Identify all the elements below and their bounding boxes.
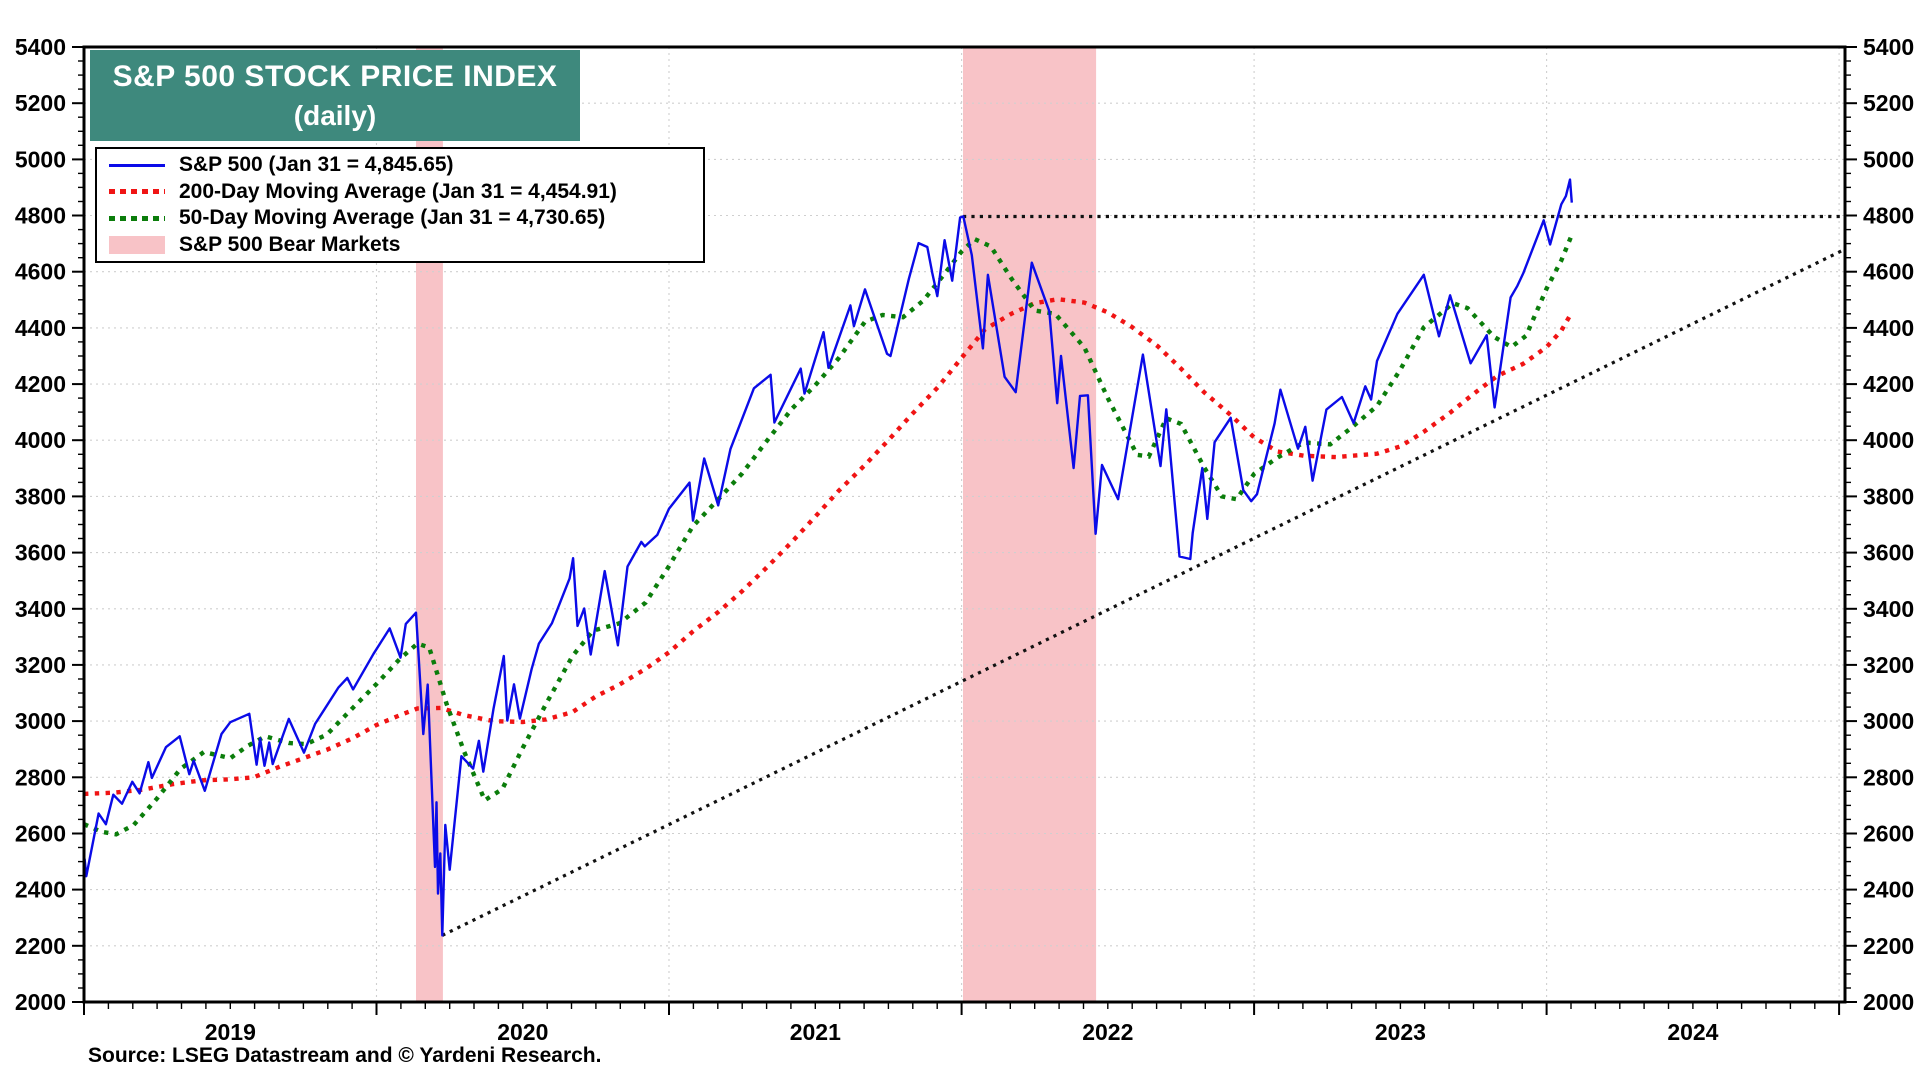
y-axis-label-left: 5200 — [15, 90, 66, 116]
y-axis-label-right: 5400 — [1863, 34, 1914, 60]
y-axis-label-right: 4400 — [1863, 315, 1914, 341]
y-axis-label-right: 3400 — [1863, 596, 1914, 622]
y-axis-label-left: 4800 — [15, 203, 66, 229]
legend-item-ma200: 200-Day Moving Average (Jan 31 = 4,454.9… — [109, 179, 703, 204]
ma200-line — [83, 296, 1574, 797]
y-axis-label-left: 4000 — [15, 427, 66, 453]
y-axis-label-right: 4000 — [1863, 427, 1914, 453]
uptrend-reference-line — [441, 247, 1846, 937]
y-axis-label-right: 2400 — [1863, 877, 1914, 903]
source-note: Source: LSEG Datastream and © Yardeni Re… — [88, 1044, 602, 1067]
y-axis-label-right: 3000 — [1863, 708, 1914, 734]
y-axis-label-left: 2200 — [15, 933, 66, 959]
x-axis-year-label: 2021 — [790, 1019, 841, 1045]
y-axis-label-right: 3800 — [1863, 483, 1914, 509]
x-axis-year-label: 2023 — [1375, 1019, 1426, 1045]
sp500-line — [83, 178, 1573, 937]
y-axis-label-left: 4400 — [15, 315, 66, 341]
x-axis-year-label: 2020 — [497, 1019, 548, 1045]
y-axis-label-left: 3200 — [15, 652, 66, 678]
y-axis-label-right: 5000 — [1863, 146, 1914, 172]
ma50-dotted-swatch-icon — [109, 215, 165, 221]
y-axis-label-right: 4600 — [1863, 259, 1914, 285]
y-axis-label-right: 2200 — [1863, 933, 1914, 959]
chart-title: S&P 500 STOCK PRICE INDEX — [112, 59, 558, 93]
y-axis-label-left: 2400 — [15, 877, 66, 903]
legend-label-ma200: 200-Day Moving Average (Jan 31 = 4,454.9… — [179, 179, 617, 203]
x-axis-year-label: 2022 — [1082, 1019, 1133, 1045]
x-axis-year-label: 2019 — [205, 1019, 256, 1045]
y-axis-label-right: 2000 — [1863, 989, 1914, 1015]
y-axis-label-left: 3400 — [15, 596, 66, 622]
legend-label-ma50: 50-Day Moving Average (Jan 31 = 4,730.65… — [179, 206, 606, 230]
chart-subtitle: (daily) — [293, 99, 377, 131]
y-axis-label-right: 4800 — [1863, 203, 1914, 229]
y-axis-label-right: 5200 — [1863, 90, 1914, 116]
y-axis-label-left: 3600 — [15, 540, 66, 566]
x-axis-year-label: 2024 — [1667, 1019, 1718, 1045]
legend-item-sp500: S&P 500 (Jan 31 = 4,845.65) — [109, 153, 703, 178]
y-axis-label-right: 4200 — [1863, 371, 1914, 397]
y-axis-label-right: 2600 — [1863, 820, 1914, 846]
sp500-line-swatch-icon — [109, 163, 165, 167]
bear-market-band — [963, 47, 1097, 1002]
y-axis-label-left: 3000 — [15, 708, 66, 734]
y-axis-label-right: 3600 — [1863, 540, 1914, 566]
ma200-dotted-swatch-icon — [109, 189, 165, 195]
y-axis-label-left: 4200 — [15, 371, 66, 397]
chart-title-box: S&P 500 STOCK PRICE INDEX (daily) — [90, 50, 580, 141]
y-axis-label-left: 5400 — [15, 34, 66, 60]
chart-legend: S&P 500 (Jan 31 = 4,845.65) 200-Day Movi… — [95, 147, 705, 263]
legend-item-bear-markets: S&P 500 Bear Markets — [109, 232, 703, 257]
y-axis-label-right: 3200 — [1863, 652, 1914, 678]
y-axis-label-left: 3800 — [15, 483, 66, 509]
legend-item-ma50: 50-Day Moving Average (Jan 31 = 4,730.65… — [109, 206, 703, 231]
bear-market-band-swatch-icon — [109, 235, 165, 254]
legend-label-sp500: S&P 500 (Jan 31 = 4,845.65) — [179, 153, 454, 177]
y-axis-label-left: 4600 — [15, 259, 66, 285]
y-axis-label-left: 2800 — [15, 764, 66, 790]
y-axis-label-right: 2800 — [1863, 764, 1914, 790]
ma50-line — [83, 234, 1574, 837]
y-axis-label-left: 2000 — [15, 989, 66, 1015]
legend-label-bear-markets: S&P 500 Bear Markets — [179, 232, 401, 256]
y-axis-label-left: 5000 — [15, 146, 66, 172]
y-axis-label-left: 2600 — [15, 820, 66, 846]
